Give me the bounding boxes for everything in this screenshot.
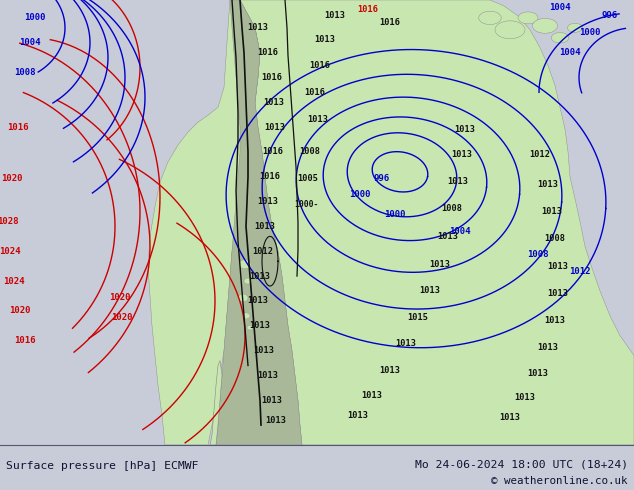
Text: 1013: 1013 [250,271,271,281]
Text: 1013: 1013 [257,197,278,206]
Text: 1016: 1016 [262,147,283,156]
Text: 1013: 1013 [247,296,269,305]
Text: 1013: 1013 [527,369,548,378]
Ellipse shape [239,260,251,269]
Polygon shape [148,0,260,445]
Text: 1000: 1000 [24,13,46,23]
Text: 1020: 1020 [109,294,131,302]
Ellipse shape [518,12,538,24]
Text: 1013: 1013 [250,321,271,330]
Ellipse shape [495,21,525,39]
Text: 1000: 1000 [579,28,601,37]
Text: 1016: 1016 [257,48,278,57]
Text: 1013: 1013 [380,366,401,375]
Text: 1012: 1012 [529,150,550,159]
Text: 996: 996 [374,174,390,183]
Text: 1016: 1016 [259,172,280,181]
Text: 1020: 1020 [111,313,133,322]
Polygon shape [240,0,634,445]
Text: 1024: 1024 [3,276,25,286]
Text: 1013: 1013 [307,115,328,123]
Text: 1016: 1016 [304,88,325,97]
Text: 1015: 1015 [408,313,429,322]
Ellipse shape [567,24,583,32]
Text: 1016: 1016 [7,122,29,132]
Text: 1004: 1004 [549,3,571,12]
Text: 1013: 1013 [325,11,346,21]
Ellipse shape [238,294,248,302]
Ellipse shape [242,313,250,319]
Text: 1020: 1020 [10,306,31,316]
Ellipse shape [551,32,569,43]
Text: 1013: 1013 [257,371,278,380]
Ellipse shape [479,11,501,24]
Text: 996: 996 [602,11,618,21]
Text: 1013: 1013 [247,24,269,32]
Text: 1012: 1012 [252,247,273,256]
Ellipse shape [244,278,252,284]
Text: 1013: 1013 [264,122,285,132]
Text: © weatheronline.co.uk: © weatheronline.co.uk [491,476,628,486]
Text: 1013: 1013 [314,35,335,44]
Text: 1013: 1013 [429,260,451,269]
Text: 1013: 1013 [266,416,287,425]
Text: 1013: 1013 [545,316,566,325]
Text: 1004: 1004 [450,227,471,236]
Text: 1016: 1016 [309,61,330,70]
Text: Mo 24-06-2024 18:00 UTC (18+24): Mo 24-06-2024 18:00 UTC (18+24) [415,460,628,469]
Text: 1016: 1016 [14,336,36,345]
Text: 1013: 1013 [361,391,382,400]
Text: 1013: 1013 [347,411,368,419]
Text: 1000-: 1000- [294,200,318,209]
Text: Surface pressure [hPa] ECMWF: Surface pressure [hPa] ECMWF [6,462,199,471]
Text: 1013: 1013 [448,177,469,186]
Text: 1013: 1013 [515,393,536,402]
Polygon shape [210,361,222,445]
Text: 1013: 1013 [455,124,476,134]
Text: 1013: 1013 [500,413,521,421]
Text: 1016: 1016 [380,18,401,27]
Polygon shape [216,0,302,445]
Text: 1000: 1000 [349,190,371,199]
Text: 1013: 1013 [254,346,275,355]
Ellipse shape [247,325,253,330]
Text: 1008: 1008 [14,68,36,77]
Text: 1008: 1008 [299,147,321,156]
Text: 1004: 1004 [19,38,41,47]
Text: 1000: 1000 [384,210,406,219]
Text: 1008: 1008 [545,234,566,243]
Text: 1013: 1013 [548,290,569,298]
Text: 1013: 1013 [548,262,569,270]
Text: 1005: 1005 [297,174,318,183]
Ellipse shape [533,18,557,33]
Text: 1013: 1013 [538,343,559,352]
Text: 1008: 1008 [527,250,549,259]
Text: 1013: 1013 [261,396,283,405]
Text: 1013: 1013 [538,180,559,189]
Text: 1004: 1004 [559,48,581,57]
Text: 1013: 1013 [254,222,276,231]
Text: 1013: 1013 [541,207,562,216]
Text: 1028: 1028 [0,217,19,226]
Text: 1020: 1020 [1,174,23,183]
Text: 1016: 1016 [261,73,283,82]
Text: 1013: 1013 [396,339,417,348]
Text: 1012: 1012 [569,267,591,275]
Text: 1013: 1013 [451,150,472,159]
Text: 1013: 1013 [420,287,441,295]
Text: 1024: 1024 [0,247,21,256]
Text: 1016: 1016 [358,5,378,14]
Text: 1013: 1013 [437,232,458,241]
Text: 1008: 1008 [441,204,462,213]
Text: 1013: 1013 [264,98,285,107]
